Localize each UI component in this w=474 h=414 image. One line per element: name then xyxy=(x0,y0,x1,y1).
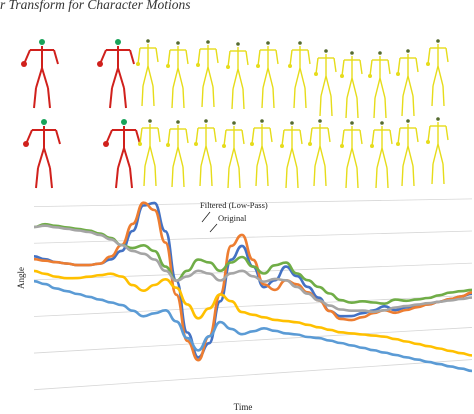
trail-skeleton xyxy=(165,40,189,109)
trail-skeleton xyxy=(395,118,419,187)
annotation-original: Original xyxy=(218,213,247,223)
skeleton-row-1 xyxy=(20,38,449,119)
grid-line xyxy=(33,359,473,391)
trail-skeleton xyxy=(193,118,217,187)
trail-skeleton xyxy=(255,40,279,109)
trail-skeleton xyxy=(135,38,159,107)
reference-skeleton xyxy=(20,38,59,109)
trail-skeleton xyxy=(225,41,249,110)
annotation-filtered-leader xyxy=(201,211,211,223)
trail-skeleton xyxy=(313,48,337,117)
x-axis-label: Time xyxy=(234,402,253,412)
reference-skeleton-overlay xyxy=(96,38,135,109)
grid-line xyxy=(33,327,473,354)
series-line-5 xyxy=(33,269,473,357)
trail-skeleton xyxy=(195,39,219,108)
trail-skeleton xyxy=(137,118,161,187)
grid-line xyxy=(33,262,473,281)
annotation-filtered: Filtered (Low-Pass) xyxy=(200,200,268,210)
trail-skeleton xyxy=(395,48,419,117)
running-header: r Transform for Character Motions xyxy=(0,0,191,12)
trail-skeleton xyxy=(221,120,245,189)
grid-line xyxy=(33,198,473,208)
trail-skeleton xyxy=(425,38,449,107)
skeleton-row-2 xyxy=(22,116,449,189)
trail-skeleton xyxy=(279,120,303,189)
series-line-4 xyxy=(33,224,473,314)
trail-skeleton xyxy=(165,119,189,188)
series-line-1 xyxy=(33,201,473,359)
series-line-2 xyxy=(33,201,473,362)
angle-time-chart: Filtered (Low-Pass) Original Time Angle xyxy=(16,198,473,412)
chart-grid xyxy=(33,198,473,391)
trail-skeleton xyxy=(307,118,331,187)
skeleton-motion-figure xyxy=(20,38,449,189)
trail-skeleton xyxy=(339,50,363,119)
reference-skeleton xyxy=(22,118,61,189)
trail-skeleton xyxy=(249,118,273,187)
series-line-6 xyxy=(33,279,473,373)
trail-skeleton xyxy=(425,116,449,185)
trail-skeleton xyxy=(367,50,391,119)
trail-skeleton xyxy=(339,120,363,189)
grid-line xyxy=(33,230,473,244)
y-axis-label: Angle xyxy=(16,267,26,289)
chart-series xyxy=(33,201,473,373)
reference-skeleton-overlay xyxy=(102,118,141,189)
annotation-original-leader xyxy=(209,223,218,233)
trail-skeleton xyxy=(287,40,311,109)
trail-skeleton xyxy=(369,120,393,189)
